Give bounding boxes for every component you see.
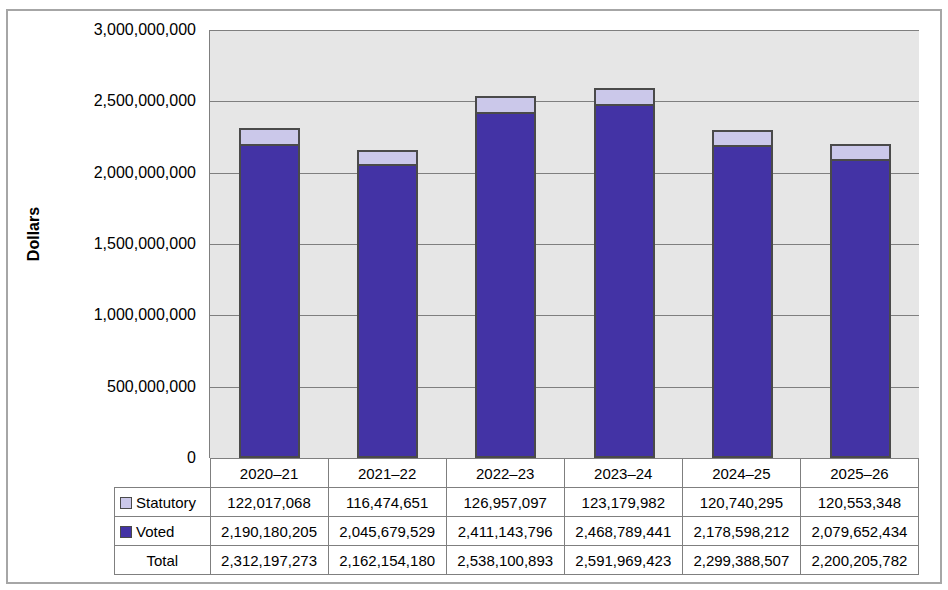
bar-5-statutory-segment [830,144,891,161]
legend-label: Voted [136,523,174,540]
bar-1-voted-segment [357,166,418,458]
bar-0-voted-segment [239,146,300,458]
axis-category-cell: 2022–23 [446,459,564,488]
data-table: 2020–212021–222022–232023–242024–252025–… [114,458,919,575]
y-axis-tick-label: 1,000,000,000 [20,305,196,325]
table-value-cell: 2,045,679,529 [328,517,446,546]
plot-area [209,30,919,458]
gridline [210,173,919,174]
category-header-row: 2020–212021–222022–232023–242024–252025–… [115,459,919,488]
y-axis-tick-label: 3,000,000,000 [20,20,196,40]
table-value-cell: 123,179,982 [564,488,682,517]
table-value-cell: 2,162,154,180 [328,546,446,575]
bar-4-voted-segment [712,147,773,458]
legend-cell-statutory: Statutory [115,488,211,517]
bar-5-voted-segment [830,161,891,458]
y-axis-tick-label: 1,500,000,000 [20,234,196,254]
table-value-cell: 2,200,205,782 [800,546,918,575]
legend-swatch-statutory-icon [120,497,132,509]
bar-3-voted-segment [594,106,655,458]
chart-canvas: Dollars 3,000,000,0002,500,000,0002,000,… [0,0,948,590]
bar-2-statutory-segment [475,96,536,114]
total-label-cell: Total [115,546,211,575]
bar-3-statutory-segment [594,88,655,106]
table-value-cell: 2,299,388,507 [682,546,800,575]
legend-label: Statutory [136,494,196,511]
axis-category-cell: 2020–21 [210,459,328,488]
axis-category-cell: 2023–24 [564,459,682,488]
y-axis-tick-label: 2,000,000,000 [20,163,196,183]
table-stub-cell [115,459,211,488]
table-value-cell: 2,190,180,205 [210,517,328,546]
table-value-cell: 120,740,295 [682,488,800,517]
table-value-cell: 2,468,789,441 [564,517,682,546]
gridline [210,244,919,245]
table-value-cell: 2,411,143,796 [446,517,564,546]
table-value-cell: 116,474,651 [328,488,446,517]
table-value-cell: 126,957,097 [446,488,564,517]
bar-4-statutory-segment [712,130,773,147]
table-value-cell: 2,538,100,893 [446,546,564,575]
table-row-voted: Voted 2,190,180,2052,045,679,5292,411,143… [115,517,919,546]
table-value-cell: 120,553,348 [800,488,918,517]
table-value-cell: 2,591,969,423 [564,546,682,575]
table-row-total: Total2,312,197,2732,162,154,1802,538,100… [115,546,919,575]
axis-category-cell: 2021–22 [328,459,446,488]
legend-swatch-voted-icon [120,526,132,538]
gridline [210,315,919,316]
y-axis-tick-label: 500,000,000 [20,377,196,397]
bar-1-statutory-segment [357,150,418,167]
table-value-cell: 2,079,652,434 [800,517,918,546]
legend-cell-voted: Voted [115,517,211,546]
gridline [210,387,919,388]
axis-category-cell: 2024–25 [682,459,800,488]
table-value-cell: 122,017,068 [210,488,328,517]
gridline [210,30,919,31]
bar-2-voted-segment [475,114,536,458]
table-row-statutory: Statutory 122,017,068116,474,651126,957,0… [115,488,919,517]
table-value-cell: 2,178,598,212 [682,517,800,546]
y-axis-tick-label: 2,500,000,000 [20,91,196,111]
axis-category-cell: 2025–26 [800,459,918,488]
bar-0-statutory-segment [239,128,300,145]
table-value-cell: 2,312,197,273 [210,546,328,575]
gridline [210,101,919,102]
